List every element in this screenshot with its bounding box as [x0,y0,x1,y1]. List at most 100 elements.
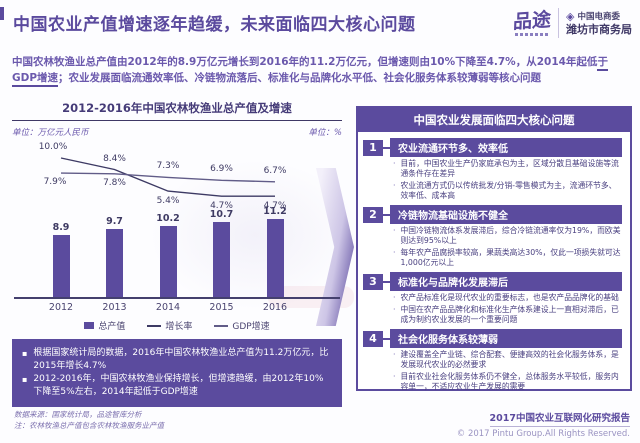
panel-title: 中国农业发展面临四大核心问题 [358,108,630,132]
issue-3-title: 标准化与品牌化发展滞后 [390,272,622,291]
x-axis-line [14,297,340,299]
legend-item-gdp: GDP增速 [214,319,270,332]
issue-connector [383,213,390,216]
line-value-label: 7.9% [43,177,67,188]
issue-4-title: 社会化服务体系较薄弱 [390,329,622,348]
bar-2015 [213,222,230,297]
x-tick-2013: 2013 [102,302,127,313]
chart-title-rule [12,120,342,121]
source-line-1: 数据来源：国家统计局，品途智库分析 [14,410,142,419]
line-value-label: 4.7% [210,201,233,212]
line-value-label: 8.4% [103,153,126,164]
line-value-label: 4.7% [263,201,287,212]
issue-1: 1 农业流通环节多、效率低 · 目前，中国农业生产仍家庭承包为主，区域分散且基础设… [363,138,622,201]
unit-left-label: 单位：万亿元人民币 [12,128,89,138]
issue-bullet: · 目前农业社会化服务体系仍不健全，总体服务水平较低，服务内容单一，不适应农业生产… [393,372,619,391]
bar-2016 [266,219,284,297]
issue-1-title: 农业流通环节多、效率低 [390,138,622,157]
chart-legend: 总产值 增长率 GDP增速 [12,319,342,332]
footer-source: 数据来源：国家统计局，品途智库分析 注：农林牧渔总产值包含农林牧渔服务业产值 [14,409,164,431]
issue-4-head: 4 社会化服务体系较薄弱 [363,329,622,348]
issue-connector [383,280,390,283]
unit-right-label: 单位：% [308,128,342,138]
bar-value-label: 10.2 [156,213,180,224]
bar-2014 [159,226,177,297]
chart-section: 2012-2016年中国农林牧渔业总产值及增速 单位：万亿元人民币 单位：% 8… [12,100,342,407]
logo-group: 品途 ◈ 中国电商委 潍坊市商务局 [513,8,632,38]
x-axis-labels: 2012 2013 2014 2015 2016 [12,302,342,315]
intro-underlined: 于GDP增速 [12,56,608,87]
x-tick-2016: 2016 [262,302,288,313]
gdp-line-swatch [214,324,229,327]
bar-2012 [52,235,70,297]
bar-value-label: 10.7 [209,209,234,220]
pintu-tagline-marks [515,32,549,36]
issue-4: 4 社会化服务体系较薄弱 · 建设覆盖全产业链、综合配套、便捷高效的社会化服务体系… [363,329,622,392]
x-tick-2014: 2014 [155,302,181,313]
line-value-label: 7.3% [156,161,180,172]
issue-3: 3 标准化与品牌化发展滞后 · 农产品标准化是现代农业的重要标志，也是农产品品牌化… [363,272,622,325]
issue-connector [383,146,390,149]
logo-divider [558,8,559,38]
bar-2013 [106,229,123,297]
pintu-logo: 品途 [512,8,552,36]
issue-1-head: 1 农业流通环节多、效率低 [363,138,622,157]
issue-2: 2 冷链物流基础设施不健全 · 中国冷链物流体系发展滞后，综合冷链流通率仅为19%… [363,205,622,268]
intro-paragraph: 中国农林牧渔业总产值由2012年的8.9万亿元增长到2016年的11.2万亿元，… [12,54,630,87]
chart-units: 单位：万亿元人民币 单位：% [12,126,342,138]
diamond-lattice-icon: ◈ [566,10,575,23]
issue-bullet: · 农产品标准化是现代农业的重要标志，也是农产品品牌化的基础 [393,293,619,302]
chart-note-box: ▪ 根据国家统计局的数据，2016年中国农林牧渔业总产值为11.2万亿元，比201… [12,339,342,407]
line-value-label: 5.4% [156,196,180,207]
issue-bullet: · 中国冷链物流体系发展滞后，综合冷链流通率仅为19%，而欧美则达到95%以上 [393,226,621,245]
pintu-wordmark: 品途 [512,8,552,33]
footer-report: 2017中国农业互联网化研究报告 © 2017 Pintu Group.All … [457,406,630,439]
legend-item-output: 总产值 [84,319,125,332]
issue-bullet: · 目前，中国农业生产仍家庭承包为主，区域分散且基础设施等流通条件存在差异 [393,159,619,178]
line-value-label: 6.7% [263,165,287,176]
line-value-label: 10.0% [38,142,68,152]
issue-1-number: 1 [363,139,383,156]
issue-4-number: 4 [363,330,383,347]
source-line-2: 注：农林牧渔总产值包含农林牧渔服务业产值 [14,421,164,430]
issues-list: 1 农业流通环节多、效率低 · 目前，中国农业生产仍家庭承包为主，区域分散且基础设… [358,132,630,396]
bar-value-label: 9.7 [106,216,123,227]
edge-accent [0,7,4,20]
issue-connector [383,337,390,340]
issue-bullet: · 中国在农产品品牌化和标准化生产体系建设上一直相对滞后，已成为制约农业发展的一个… [393,305,619,324]
line-value-label: 6.9% [210,164,233,175]
report-title: 2017中国农业互联网化研究报告 [489,410,630,427]
growth-line-swatch [147,324,162,327]
page-title: 中国农业产值增速逐年趋缓，未来面临四大核心问题 [13,15,416,35]
org-name-1: 中国电商委 [577,11,620,22]
growth-rate-line [60,157,275,197]
intro-part2: ；农业发展面临流通效率低、冷链物流落后、标准化与品牌化水平低、社会化服务体系较薄… [58,72,542,84]
x-tick-2012: 2012 [48,302,74,313]
chart-title: 2012-2016年中国农林牧渔业总产值及增速 [62,101,292,115]
issue-3-head: 3 标准化与品牌化发展滞后 [363,272,622,291]
intro-part1: 中国农林牧渔业总产值由2012年的8.9万亿元增长到2016年的11.2万亿元，… [12,56,598,68]
growth-lines-svg [60,157,276,197]
issue-bullet: · 建设覆盖全产业链、综合配套、便捷高效的社会化服务体系，是发展现代农业的必然要求 [393,350,619,369]
legend-item-growth: 增长率 [147,319,192,332]
note-bullet: ▪ 2012-2016年，中国农林牧渔业保持增长，但增速趋缓，由2012年10%下… [22,374,324,397]
bar-value-label: 11.2 [263,206,287,217]
note-bullet: ▪ 根据国家统计局的数据，2016年中国农林牧渔业总产值为11.2万亿元，比201… [22,348,329,371]
line-value-label: 7.8% [103,177,126,188]
issue-3-number: 3 [363,273,383,290]
bar-swatch [84,322,95,329]
issue-2-number: 2 [363,206,383,223]
plot-area: 8.9 9.7 10.2 10.7 11.2 10.0% 8.4% 5.4% 4.7% 4.7% 7… [12,140,342,302]
issue-2-title: 冷链物流基础设施不健全 [390,205,622,224]
bar-value-label: 8.9 [52,222,70,233]
issue-2-head: 2 冷链物流基础设施不健全 [363,205,622,224]
gdp-growth-line [60,172,276,183]
org-logo: ◈ 中国电商委 潍坊市商务局 [566,11,632,36]
issue-bullet: · 每年农产品腐损率较高，果蔬类高达30%，仅此一项损失就可达1,000亿元以上 [393,248,621,267]
org-name-2: 潍坊市商务局 [566,22,632,36]
copyright: © 2017 Pintu Group.All Rights Reserved. [456,429,630,439]
issue-bullet: · 农业流通方式仍以传统批发/分销-零售模式为主，流通环节多、效率低、成本高 [393,181,617,200]
issues-panel: 中国农业发展面临四大核心问题 1 农业流通环节多、效率低 · 目前，中国农业生产仍… [356,106,632,391]
x-tick-2015: 2015 [209,302,234,313]
